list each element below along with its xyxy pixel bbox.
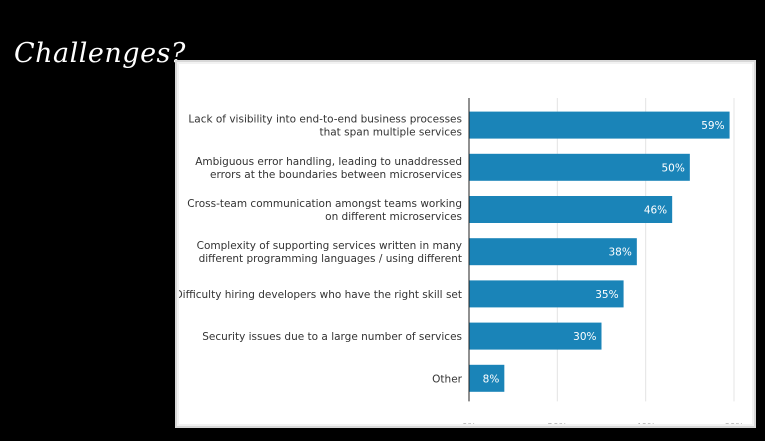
- category-label: errors at the boundaries between microse…: [210, 169, 462, 181]
- x-tick-label: 20%: [547, 422, 567, 424]
- category-label: on different microservices: [325, 211, 462, 223]
- bar-value-label: 50%: [661, 162, 684, 174]
- bar-value-label: 8%: [483, 373, 500, 385]
- slide-title: Challenges?: [14, 38, 186, 69]
- category-label: different programming languages / using …: [199, 253, 462, 265]
- bar: [469, 196, 673, 223]
- chart-card: 59% Lack of visibility into end-to-end bu…: [179, 64, 752, 424]
- bar: [469, 238, 637, 266]
- bar: [469, 111, 730, 139]
- bar: [469, 364, 505, 392]
- category-label: Difficulty hiring developers who have th…: [179, 289, 462, 301]
- bar-chart: 59% Lack of visibility into end-to-end bu…: [179, 98, 744, 424]
- bar: [469, 280, 624, 308]
- category-label: Cross-team communication amongst teams w…: [187, 198, 462, 210]
- category-label: Other: [432, 373, 462, 385]
- x-tick-label: 60%: [724, 422, 744, 424]
- x-tick-label: 40%: [636, 422, 656, 424]
- category-label: Ambiguous error handling, leading to una…: [195, 156, 462, 168]
- category-label: Security issues due to a large number of…: [202, 331, 462, 343]
- bar: [469, 153, 690, 181]
- bar-value-label: 35%: [595, 289, 618, 301]
- bar-value-label: 59%: [701, 120, 724, 132]
- bar-value-label: 30%: [573, 331, 596, 343]
- category-label: that span multiple services: [319, 127, 462, 139]
- bar: [469, 322, 602, 350]
- category-label: Lack of visibility into end-to-end busin…: [188, 114, 462, 126]
- x-tick-label: 0%: [462, 422, 477, 424]
- category-label: Complexity of supporting services writte…: [197, 240, 462, 252]
- bar-value-label: 38%: [608, 247, 631, 259]
- bar-value-label: 46%: [644, 205, 667, 217]
